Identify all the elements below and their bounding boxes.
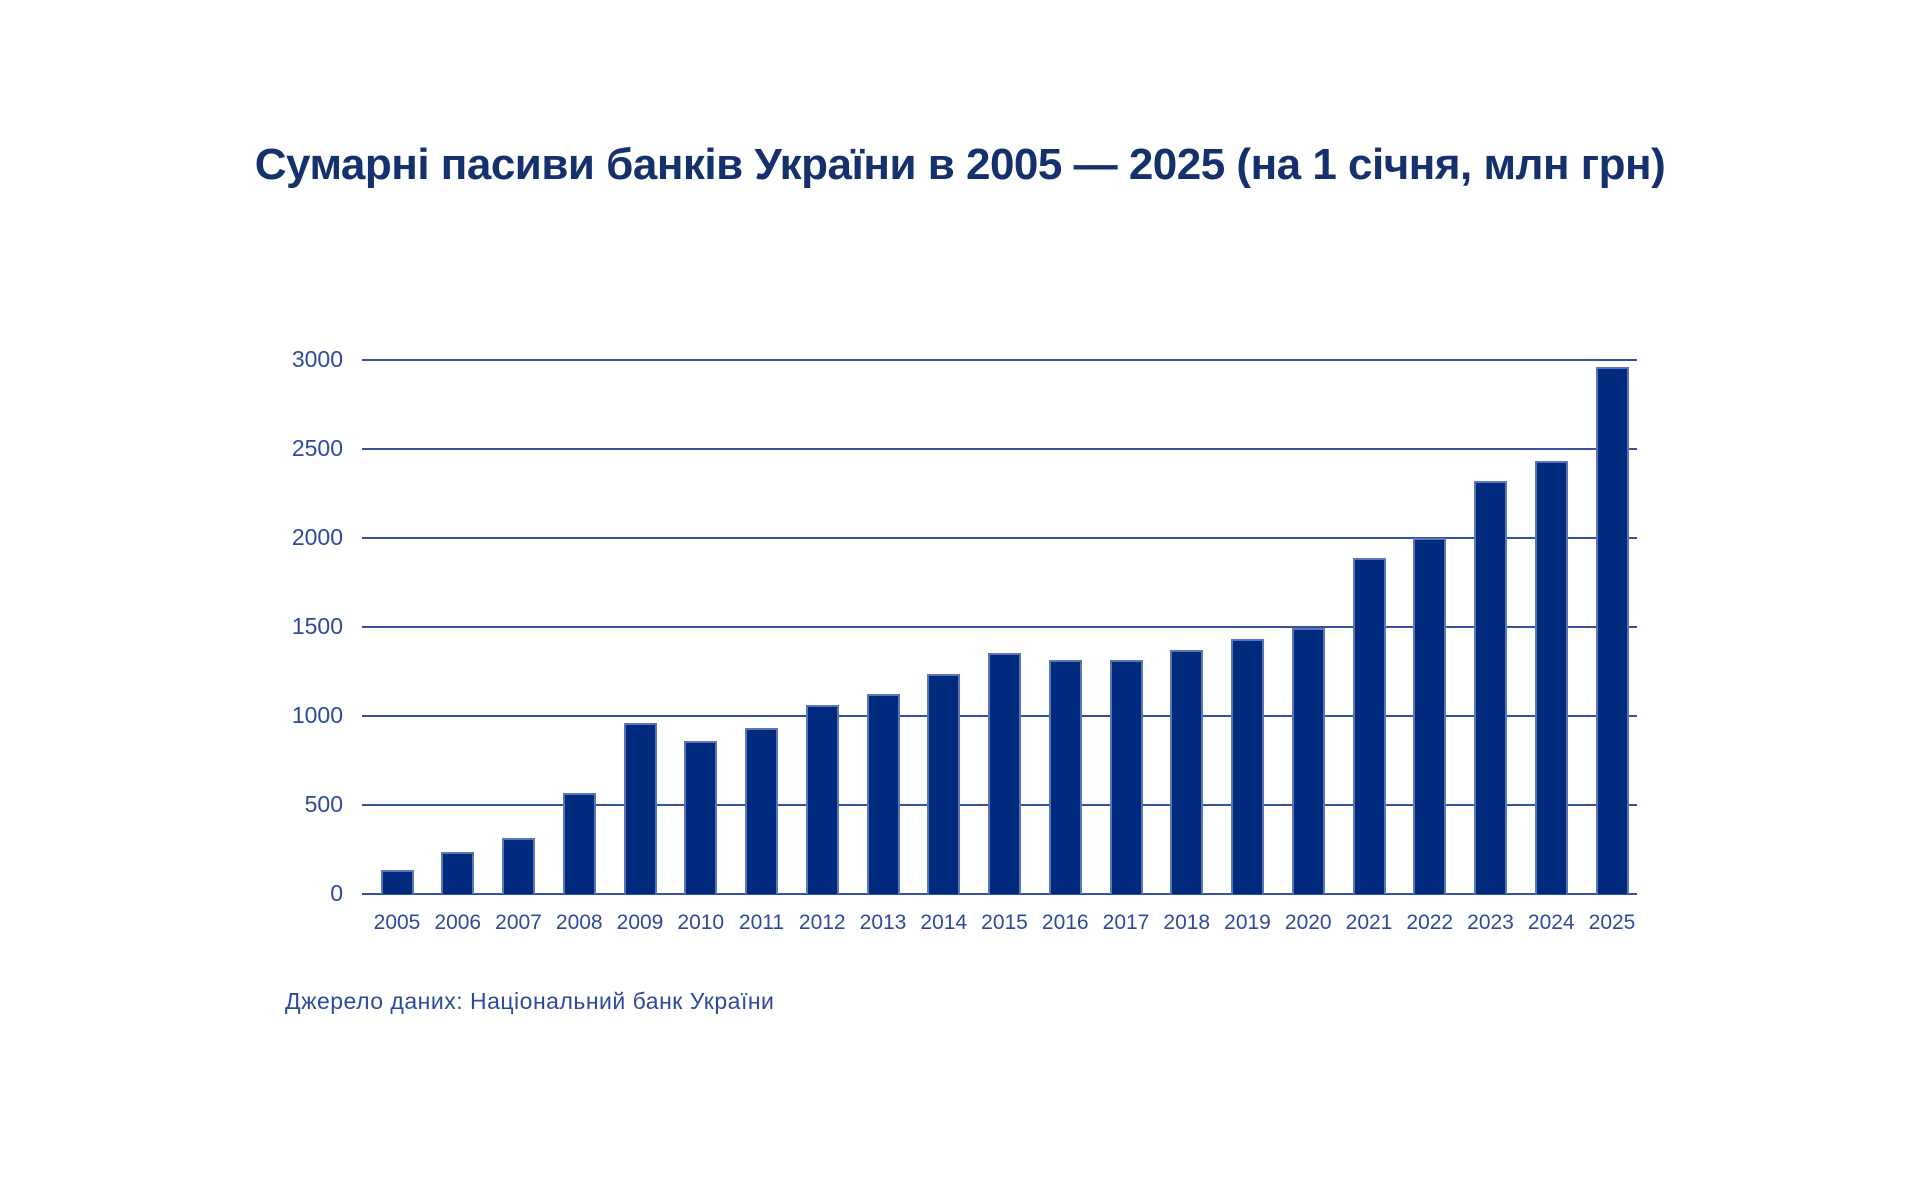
y-tick-label-0: 0 xyxy=(330,880,343,906)
x-tick-label-2014: 2014 xyxy=(920,911,968,934)
bar-2009 xyxy=(623,723,657,894)
bar-2005 xyxy=(380,869,414,894)
bar-2019 xyxy=(1231,639,1264,894)
gridline-2500 xyxy=(362,448,1637,450)
x-tick-label-2025: 2025 xyxy=(1588,911,1636,934)
bar-2010 xyxy=(684,740,718,894)
y-tick-label-1500: 1500 xyxy=(291,613,343,639)
y-tick-label-1000: 1000 xyxy=(291,702,343,728)
bar-chart: 0 500 1000 1500 2000 2500 3000 2005 2006 2007 200… xyxy=(292,346,1637,934)
gridline-1500 xyxy=(362,626,1637,628)
bar-2013 xyxy=(866,693,900,894)
x-tick-label-2012: 2012 xyxy=(798,911,846,934)
bar-2008 xyxy=(562,793,596,894)
chart-title: Сумарні пасиви банків України в 2005 — 2… xyxy=(254,140,1666,189)
source-note: Джерело даних: Національний банк України xyxy=(285,988,775,1014)
x-tick-label-2015: 2015 xyxy=(981,911,1028,934)
x-tick-label-2006: 2006 xyxy=(434,911,482,934)
x-tick-label-2011: 2011 xyxy=(738,911,785,934)
y-tick-label-2500: 2500 xyxy=(291,435,343,461)
x-tick-label-2009: 2009 xyxy=(616,911,664,934)
bar-2024 xyxy=(1534,461,1568,894)
bar-2021 xyxy=(1352,557,1386,894)
x-tick-label-2021: 2021 xyxy=(1345,911,1393,934)
bar-2016 xyxy=(1048,659,1082,894)
x-tick-label-2010: 2010 xyxy=(677,911,725,934)
x-tick-label-2024: 2024 xyxy=(1527,911,1575,934)
gridline-3000 xyxy=(362,359,1637,361)
x-tick-label-2019: 2019 xyxy=(1224,911,1271,934)
bar-2017 xyxy=(1109,659,1143,894)
bar-2023 xyxy=(1474,481,1507,894)
x-tick-label-2007: 2007 xyxy=(495,911,542,934)
y-tick-label-2000: 2000 xyxy=(291,524,343,550)
bar-2022 xyxy=(1413,538,1447,894)
bar-2012 xyxy=(805,705,839,894)
bar-2014 xyxy=(927,674,961,894)
x-tick-label-2022: 2022 xyxy=(1406,911,1454,934)
gridline-0 xyxy=(362,893,1637,895)
x-tick-label-2023: 2023 xyxy=(1467,911,1514,934)
y-tick-label-500: 500 xyxy=(304,791,343,817)
x-tick-label-2005: 2005 xyxy=(373,911,421,934)
x-tick-label-2018: 2018 xyxy=(1163,911,1211,934)
y-tick-label-3000: 3000 xyxy=(291,346,343,372)
bar-2020 xyxy=(1291,627,1325,894)
bar-2007 xyxy=(502,837,535,894)
x-tick-label-2017: 2017 xyxy=(1102,911,1150,934)
gridline-2000 xyxy=(362,537,1637,539)
bar-2018 xyxy=(1170,650,1204,894)
x-tick-label-2008: 2008 xyxy=(555,911,603,934)
x-tick-label-2020: 2020 xyxy=(1284,911,1332,934)
bar-2025 xyxy=(1595,367,1629,894)
bar-2015 xyxy=(988,652,1021,894)
bar-2011 xyxy=(745,728,778,894)
x-tick-label-2013: 2013 xyxy=(859,911,907,934)
x-tick-label-2016: 2016 xyxy=(1041,911,1089,934)
bar-2006 xyxy=(441,852,475,894)
